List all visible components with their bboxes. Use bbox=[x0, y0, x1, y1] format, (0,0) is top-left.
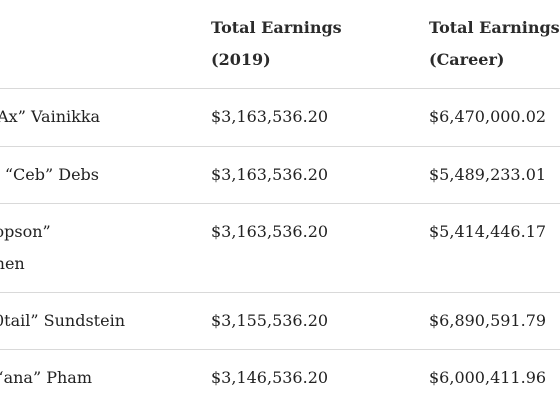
player-name: en “Ceb” Debs bbox=[4, 165, 100, 184]
earnings-2019: $3,146,536.20 bbox=[211, 368, 329, 387]
player-name: ‘Topson” ainen bbox=[0, 222, 51, 273]
table-row: erAx” Vainikka $3,163,536.20 $6,470,000.… bbox=[0, 89, 560, 147]
player-name: erAx” Vainikka bbox=[0, 107, 101, 126]
table-row: n “ana” Pham $3,146,536.20 $6,000,411.96 bbox=[0, 350, 560, 404]
earnings-career: $6,470,000.02 bbox=[429, 107, 547, 126]
earnings-career: $5,414,446.17 bbox=[429, 222, 547, 241]
earnings-2019: $3,163,536.20 bbox=[211, 165, 329, 184]
player-name: N0tail” Sundstein bbox=[0, 311, 125, 330]
table-row: N0tail” Sundstein $3,155,536.20 $6,890,5… bbox=[0, 293, 560, 350]
earnings-2019: $3,163,536.20 bbox=[211, 222, 329, 241]
header-earnings-2019: Total Earnings (2019) bbox=[211, 18, 342, 69]
earnings-career: $6,890,591.79 bbox=[429, 311, 547, 330]
player-name: n “ana” Pham bbox=[0, 368, 92, 387]
table-header-row: Total Earnings (2019) Total Earnings (Ca… bbox=[0, 0, 560, 89]
table-row: ‘Topson” ainen $3,163,536.20 $5,414,446.… bbox=[0, 204, 560, 293]
header-earnings-career: Total Earnings (Career) bbox=[429, 18, 560, 69]
earnings-2019: $3,163,536.20 bbox=[211, 107, 329, 126]
earnings-career: $6,000,411.96 bbox=[429, 368, 547, 387]
table-row: en “Ceb” Debs $3,163,536.20 $5,489,233.0… bbox=[0, 147, 560, 204]
earnings-career: $5,489,233.01 bbox=[429, 165, 547, 184]
earnings-2019: $3,155,536.20 bbox=[211, 311, 329, 330]
